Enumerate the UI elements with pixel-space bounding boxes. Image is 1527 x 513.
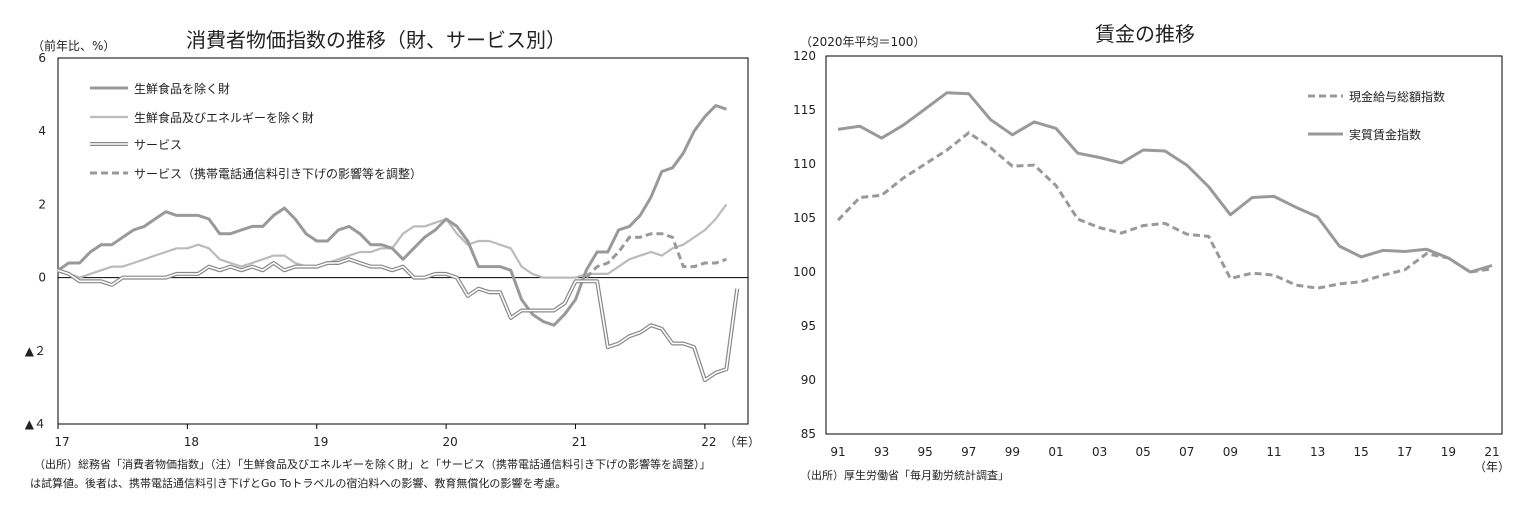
- wage-chart-svg: 120 115 110 105 100 95 90 85 91 93 95 97 99 01 03 05 07 0…: [793, 49, 1510, 474]
- wage-x-tick-label: 07: [1179, 445, 1194, 459]
- cpi-plot-frame: [57, 57, 749, 425]
- wage-y-tick-label: 115: [793, 103, 816, 117]
- cpi-source-note-line1: （出所）総務省「消費者物価指数」（注）「生鮮食品及びエネルギーを除く財」と「サー…: [34, 458, 711, 471]
- wage-chart-panel: 賃金の推移 （2020年平均＝100） 120 115 110 105 100 95 90 8…: [770, 0, 1527, 513]
- wage-x-tick-label: 01: [1048, 445, 1063, 459]
- wage-source-note: （出所）厚生労働省「毎月勤労統計調査」: [800, 469, 1009, 482]
- wage-y-tick-label: 110: [793, 157, 816, 171]
- cpi-series-lines: [57, 104, 740, 383]
- wage-x-tick-label: 97: [961, 445, 976, 459]
- wage-series-0-line: [836, 130, 1493, 290]
- wage-y-tick-label: 95: [801, 319, 816, 333]
- wage-x-tick-label: 09: [1223, 445, 1238, 459]
- wage-x-tick-label: 91: [830, 445, 845, 459]
- cpi-legend-label-1: 生鮮食品及びエネルギーを除く財: [134, 110, 314, 125]
- wage-y-tick-label: 100: [793, 265, 816, 279]
- cpi-y-tick-label: 6: [38, 51, 46, 65]
- wage-x-tick-label: 93: [874, 445, 889, 459]
- wage-x-tick-label: 19: [1441, 445, 1456, 459]
- wage-x-tick-label: 95: [918, 445, 933, 459]
- cpi-y-tick-label: ▲２: [25, 344, 46, 358]
- wage-x-tick-label: 05: [1136, 445, 1151, 459]
- cpi-series-0-line: [57, 104, 727, 327]
- wage-y-tick-label: 90: [801, 373, 816, 387]
- wage-unit-label: （2020年平均＝100）: [800, 35, 926, 49]
- cpi-x-tick-label: 20: [442, 435, 457, 449]
- cpi-y-tick-label: ▲４: [25, 417, 46, 431]
- wage-axes: 120 115 110 105 100 95 90 85 91 93 95 97 99 01 03 05 07 0…: [793, 49, 1510, 474]
- cpi-legend-label-0: 生鮮食品を除く財: [134, 81, 230, 96]
- cpi-y-tick-label: 2: [38, 197, 46, 211]
- wage-x-tick-label: 11: [1266, 445, 1281, 459]
- cpi-x-tick-label: 19: [313, 435, 328, 449]
- cpi-chart-title: 消費者物価指数の推移（財、サービス別）: [186, 28, 566, 52]
- wage-x-tick-label: 13: [1310, 445, 1325, 459]
- wage-x-tick-label: 15: [1354, 445, 1369, 459]
- cpi-x-tick-label: 17: [54, 435, 69, 449]
- wage-legend-label-0: 現金給与総額指数: [1349, 89, 1445, 104]
- cpi-y-tick-label: 4: [38, 124, 46, 138]
- cpi-series-2-line-inner: [57, 258, 738, 381]
- wage-plot-frame: [825, 55, 1503, 435]
- wage-y-tick-label: 105: [793, 211, 816, 225]
- wage-x-unit: （年）: [1474, 460, 1510, 474]
- cpi-x-tick-label: 22: [701, 435, 716, 449]
- wage-x-tick-label: 21: [1484, 445, 1499, 459]
- wage-legend-label-1: 実質賃金指数: [1349, 127, 1421, 142]
- cpi-legend-label-2: サービス: [134, 138, 182, 152]
- wage-y-tick-label: 120: [793, 49, 816, 63]
- cpi-legend: 生鮮食品を除く財生鮮食品及びエネルギーを除く財サービスサービス（携帯電話通信料引…: [90, 81, 422, 181]
- cpi-series-3-line: [585, 232, 727, 279]
- cpi-source-note-line2: は試算値。後者は、携帯電話通信料引き下げとGo Toトラベルの宿泊料への影響、教…: [30, 477, 567, 490]
- wage-y-tick-label: 85: [801, 427, 816, 441]
- cpi-x-tick-label: 18: [184, 435, 199, 449]
- cpi-x-unit: （年）: [724, 435, 760, 449]
- wage-series-lines: [836, 91, 1493, 290]
- cpi-legend-label-3: サービス（携帯電話通信料引き下げの影響等を調整）: [134, 166, 422, 181]
- wage-x-tick-label: 17: [1397, 445, 1412, 459]
- wage-chart-title: 賃金の推移: [1095, 22, 1195, 46]
- cpi-unit-label: （前年比、%）: [32, 39, 116, 53]
- cpi-y-tick-label: 0: [38, 271, 46, 285]
- wage-x-tick-label: 99: [1005, 445, 1020, 459]
- cpi-x-tick-label: 21: [572, 435, 587, 449]
- wage-x-tick-label: 03: [1092, 445, 1107, 459]
- cpi-chart-panel: 消費者物価指数の推移（財、サービス別） （前年比、%） 6 4 2 0 ▲２ ▲４ 17 18…: [0, 0, 760, 513]
- wage-series-1-line: [837, 91, 1493, 274]
